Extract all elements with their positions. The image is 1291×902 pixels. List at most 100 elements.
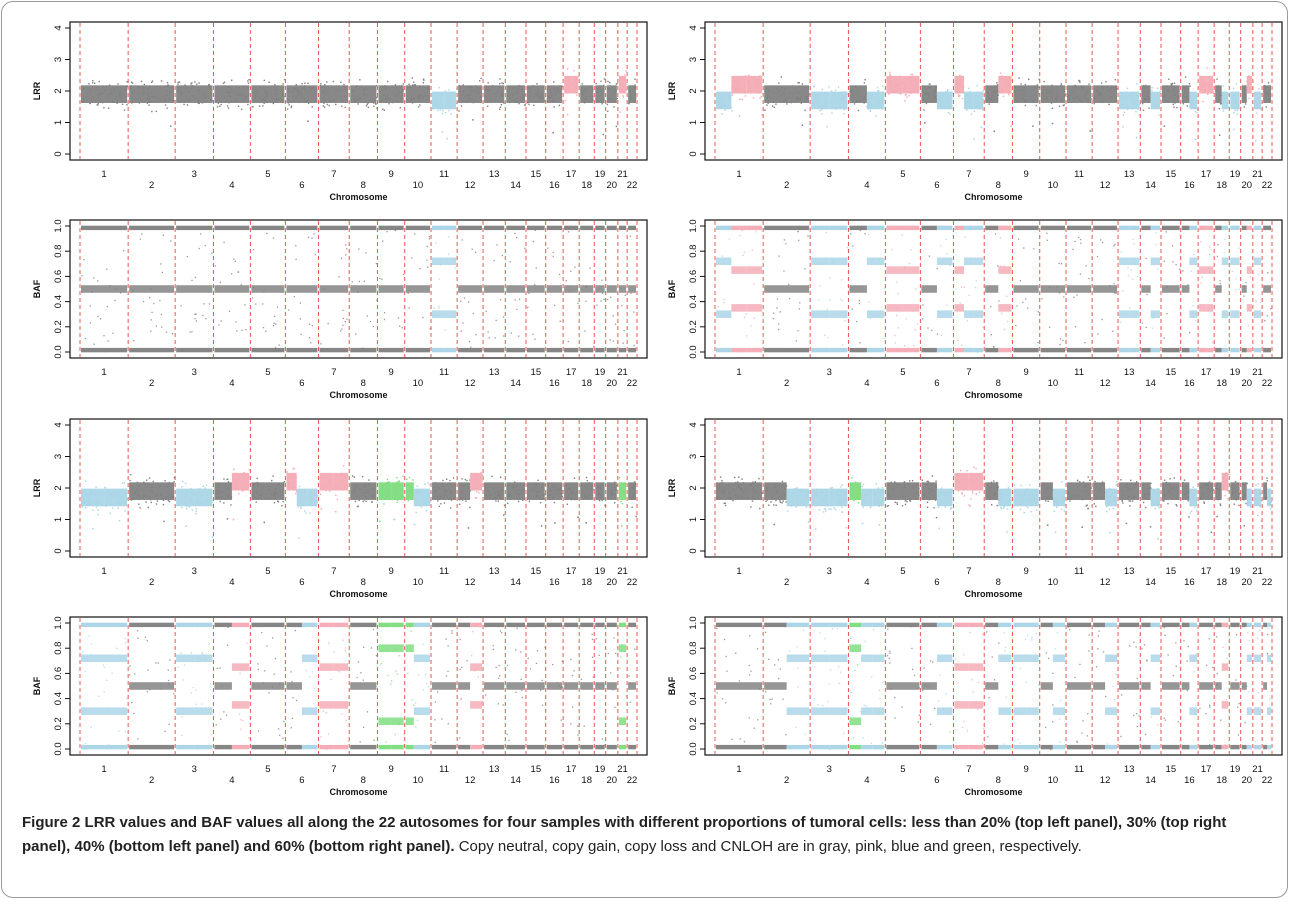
x-tick-label: 18: [581, 775, 592, 786]
x-tick-label: 12: [1100, 378, 1111, 389]
chromosome-19-neutral: [595, 482, 606, 507]
chromosome-22-loss: [1267, 488, 1272, 510]
x-tick-label: 14: [1145, 180, 1156, 191]
y-tick-label: 0.8: [688, 642, 699, 655]
x-tick-label: 9: [388, 566, 393, 577]
x-tick-label: 13: [489, 566, 500, 577]
chromosome-19-neutral: [1230, 480, 1241, 507]
chromosome-16-neutral: [546, 225, 563, 353]
chromosome-9-loss: [1026, 484, 1039, 513]
y-tick-label: 0.6: [688, 667, 699, 680]
chromosome-12-neutral: [1093, 480, 1106, 508]
chromosome-22-neutral: [628, 78, 637, 105]
x-tick-label: 18: [581, 378, 592, 389]
x-tick-label: 5: [900, 764, 905, 775]
chromosome-13-neutral: [1119, 622, 1140, 750]
chromosome-16-neutral: [1181, 225, 1191, 353]
chromosome-2-loss: [786, 622, 810, 750]
x-tick-label: 1: [736, 169, 741, 180]
x-tick-label: 12: [465, 775, 476, 786]
chromosome-7-gain: [954, 469, 970, 506]
chromosome-6-loss: [307, 488, 319, 514]
chromosome-7-gain: [968, 622, 985, 750]
x-tick-label: 5: [265, 367, 270, 378]
chromosome-4-cnloh: [849, 477, 863, 504]
x-tick-label: 7: [331, 367, 336, 378]
chromosome-18-neutral: [1215, 225, 1222, 353]
x-tick-label: 6: [934, 775, 939, 786]
x-tick-label: 22: [627, 577, 638, 588]
x-tick-label: 1: [736, 566, 741, 577]
x-tick-label: 22: [627, 378, 638, 389]
chromosome-9-neutral: [378, 80, 405, 111]
chromosome-21-gain: [622, 70, 628, 98]
x-tick-label: 16: [1184, 775, 1195, 786]
chromosome-18-neutral: [580, 225, 595, 353]
panel-bottom-left-baf: 0.00.20.40.60.81.0BAF1234567891011121314…: [32, 616, 648, 797]
chromosome-5-neutral: [251, 475, 286, 524]
x-tick-label: 4: [229, 378, 234, 389]
x-tick-label: 5: [900, 566, 905, 577]
chromosome-16-loss: [1189, 622, 1198, 750]
chromosome-7-loss: [973, 84, 985, 129]
chromosome-3-neutral: [176, 81, 214, 106]
chromosome-7-gain: [333, 622, 350, 750]
chromosome-20-neutral: [606, 622, 617, 750]
chromosome-16-loss: [1189, 91, 1199, 141]
x-tick-label: 16: [549, 378, 560, 389]
chromosome-2-neutral: [129, 80, 176, 127]
x-tick-label: 6: [934, 577, 939, 588]
y-tick-label: 4: [53, 25, 64, 30]
y-tick-label: 4: [688, 422, 699, 427]
chromosome-16-neutral: [1181, 479, 1191, 518]
chromosome-11-loss: [444, 225, 457, 353]
chromosome-6-loss: [936, 89, 954, 115]
x-tick-label: 3: [192, 566, 197, 577]
chromosome-18-neutral: [1215, 622, 1222, 750]
x-tick-label: 19: [595, 764, 606, 775]
chromosome-18-neutral: [580, 622, 595, 750]
x-tick-label: 3: [827, 169, 832, 180]
y-axis-label: LRR: [32, 478, 42, 497]
chromosome-21-loss: [1253, 622, 1259, 750]
x-tick-label: 20: [1241, 577, 1252, 588]
x-tick-label: 3: [827, 367, 832, 378]
y-tick-label: 0.4: [688, 295, 699, 308]
x-tick-label: 17: [566, 566, 577, 577]
x-tick-label: 17: [1201, 169, 1212, 180]
chromosome-10-loss: [1052, 622, 1066, 750]
chromosome-6-neutral: [286, 225, 318, 353]
x-tick-label: 10: [1048, 180, 1059, 191]
data-points: [716, 622, 1271, 751]
x-tick-label: 22: [1262, 180, 1273, 191]
x-tick-label: 4: [864, 378, 869, 389]
chromosome-4-neutral: [214, 78, 250, 111]
x-tick-label: 6: [934, 378, 939, 389]
x-tick-label: 8: [996, 775, 1001, 786]
x-tick-label: 5: [900, 169, 905, 180]
y-tick-label: 1.0: [53, 616, 64, 629]
x-tick-label: 2: [784, 180, 789, 191]
chromosome-10-neutral: [405, 77, 431, 108]
chromosome-8-neutral: [350, 79, 378, 109]
y-tick-label: 2: [688, 485, 699, 490]
x-tick-label: 5: [265, 566, 270, 577]
x-tick-label: 6: [299, 180, 304, 191]
panel-top-left-baf: 0.00.20.40.60.81.0BAF1234567891011121314…: [32, 219, 648, 400]
data-points: [81, 68, 637, 140]
x-tick-label: 13: [1124, 367, 1135, 378]
x-tick-label: 16: [549, 775, 560, 786]
x-tick-label: 19: [595, 169, 606, 180]
chromosome-21-loss: [1257, 88, 1263, 110]
y-tick-label: 0.6: [688, 270, 699, 283]
chromosome-4-loss: [861, 483, 873, 525]
x-tick-label: 21: [1252, 566, 1263, 577]
chromosome-separators: [79, 221, 638, 357]
x-tick-label: 1: [101, 764, 106, 775]
chromosome-5-gain: [886, 225, 903, 353]
chromosome-10-neutral: [1040, 225, 1066, 353]
chromosome-6-loss: [936, 225, 954, 353]
x-tick-label: 12: [465, 180, 476, 191]
chromosome-15-neutral: [526, 622, 546, 750]
x-tick-label: 5: [900, 367, 905, 378]
